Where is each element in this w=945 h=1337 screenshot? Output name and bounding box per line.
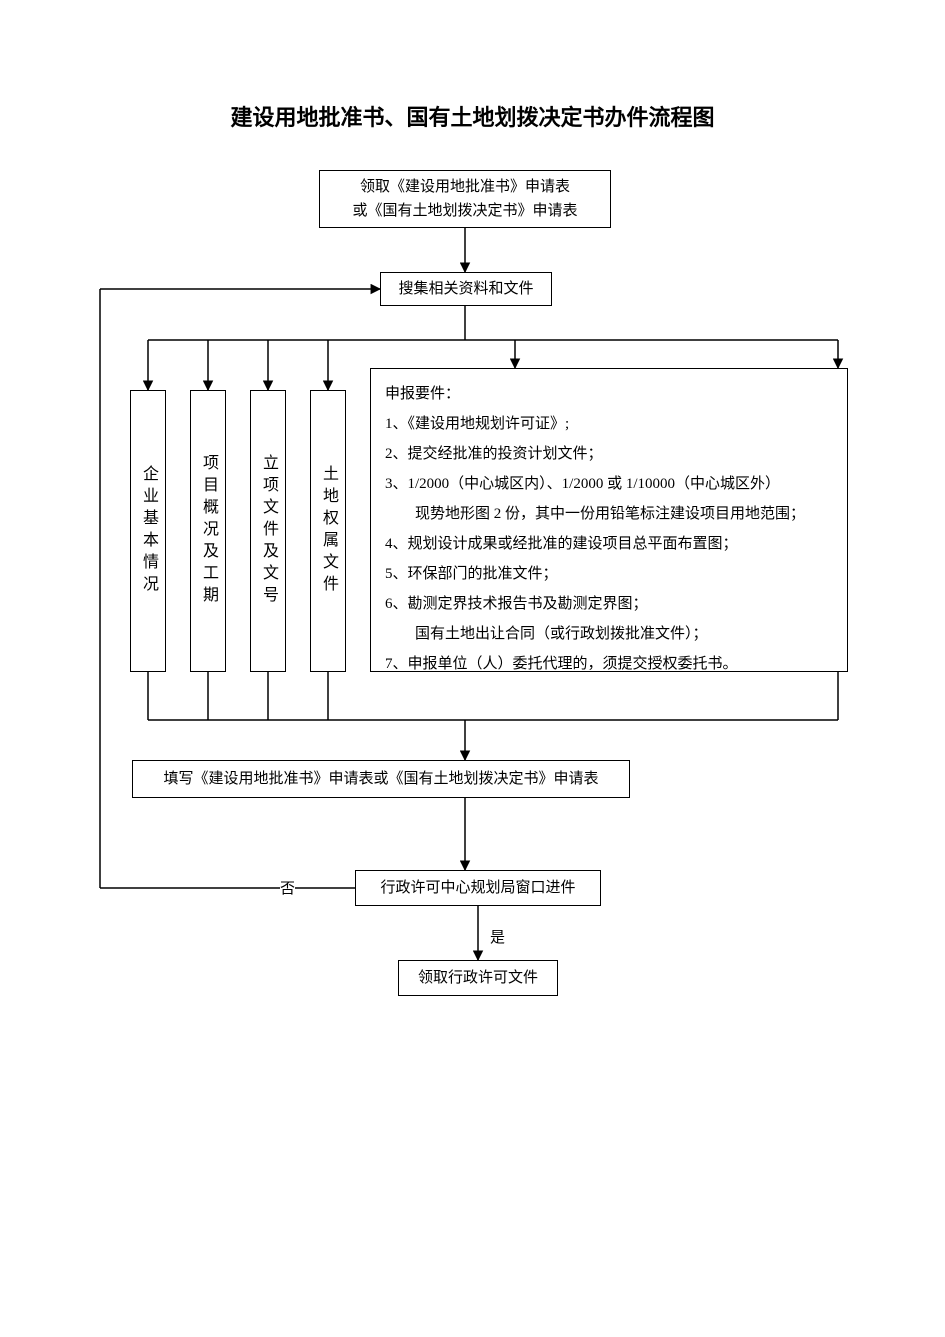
requirements-item-4: 4、规划设计成果或经批准的建设项目总平面布置图； (385, 529, 833, 559)
node-collect-materials: 搜集相关资料和文件 (380, 272, 552, 306)
node-requirements: 申报要件： 1、《建设用地规划许可证》; 2、提交经批准的投资计划文件； 3、1… (370, 368, 848, 672)
node-enterprise-info: 企业基本情况 (130, 390, 166, 672)
node-land-ownership: 土地权属文件 (310, 390, 346, 672)
edge-label-yes: 是 (490, 926, 505, 947)
requirements-item-3b: 现势地形图 2 份，其中一份用铅笔标注建设项目用地范围； (385, 499, 833, 529)
requirements-item-7: 7、申报单位（人）委托代理的，须提交授权委托书。 (385, 649, 833, 679)
node-admin-window: 行政许可中心规划局窗口进件 (355, 870, 601, 906)
requirements-heading: 申报要件： (385, 379, 833, 409)
node-application-form: 领取《建设用地批准书》申请表 或《国有土地划拨决定书》申请表 (319, 170, 611, 228)
node-application-form-line2: 或《国有土地划拨决定书》申请表 (352, 199, 577, 223)
node-receive-docs: 领取行政许可文件 (398, 960, 558, 996)
requirements-item-6a: 6、勘测定界技术报告书及勘测定界图； (385, 589, 833, 619)
edge-label-no: 否 (280, 877, 295, 898)
requirements-item-5: 5、环保部门的批准文件； (385, 559, 833, 589)
requirements-item-2: 2、提交经批准的投资计划文件； (385, 439, 833, 469)
node-project-overview: 项目概况及工期 (190, 390, 226, 672)
requirements-item-3a: 3、1/2000（中心城区内）、1/2000 或 1/10000（中心城区外） (385, 469, 833, 499)
diagram-title: 建设用地批准书、国有土地划拨决定书办件流程图 (0, 100, 945, 132)
node-approval-docs: 立项文件及文号 (250, 390, 286, 672)
requirements-item-1: 1、《建设用地规划许可证》; (385, 409, 833, 439)
node-fill-form: 填写《建设用地批准书》申请表或《国有土地划拨决定书》申请表 (132, 760, 630, 798)
node-application-form-line1: 领取《建设用地批准书》申请表 (352, 175, 577, 199)
requirements-item-6b: 国有土地出让合同（或行政划拨批准文件）； (385, 619, 833, 649)
